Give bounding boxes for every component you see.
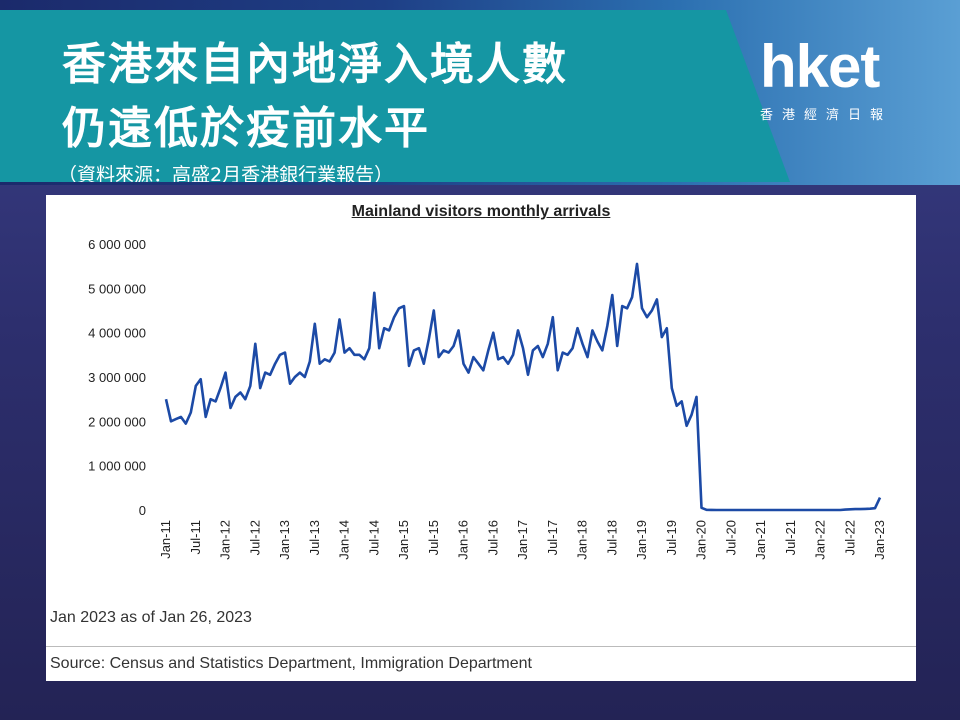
hket-logo: hket 香港經濟日報 [760, 32, 930, 128]
x-tick-label: Jan-11 [158, 520, 173, 559]
x-tick-label: Jan-12 [218, 520, 233, 560]
x-tick-label: Jan-15 [396, 520, 411, 560]
x-tick-label: Jul-19 [664, 520, 679, 555]
chart-title: Mainland visitors monthly arrivals [351, 203, 611, 220]
source-note: Source: Census and Statistics Department… [50, 655, 532, 672]
divider [46, 646, 916, 647]
y-tick-label: 5 000 000 [88, 281, 146, 296]
x-tick-label: Jan-16 [456, 520, 471, 560]
x-tick-label: Jul-11 [188, 520, 203, 554]
chart-card: 0 1 000 000 2 000 000 3 000 000 4 000 000 5 0… [46, 195, 916, 681]
headline-line-1: 香港來自內地淨入境人數 [62, 39, 568, 90]
x-tick-label: Jan-23 [872, 520, 887, 560]
y-tick-label: 1 000 000 [88, 459, 146, 474]
x-tick-label: Jul-22 [842, 520, 857, 555]
y-tick-label: 3 000 000 [88, 370, 146, 385]
x-tick-label: Jan-14 [337, 520, 352, 560]
logo-wordmark: hket [760, 33, 880, 100]
x-tick-label: Jul-18 [604, 520, 619, 555]
x-tick-label: Jan-13 [277, 520, 292, 560]
x-tick-label: Jul-21 [783, 520, 798, 555]
logo-subtitle: 香港經濟日報 [760, 108, 893, 123]
x-tick-label: Jul-17 [545, 520, 560, 555]
line-chart: 0 1 000 000 2 000 000 3 000 000 4 000 000 5 0… [88, 237, 887, 560]
data-as-of-note: Jan 2023 as of Jan 26, 2023 [50, 609, 252, 626]
x-tick-label: Jul-15 [426, 520, 441, 555]
x-tick-label: Jul-12 [247, 520, 262, 555]
x-tick-label: Jan-21 [753, 520, 768, 560]
x-tick-label: Jan-17 [515, 520, 530, 560]
headline-line-2: 仍遠低於疫前水平 [62, 103, 430, 154]
x-tick-label: Jan-19 [634, 520, 649, 560]
x-tick-label: Jul-14 [366, 520, 381, 555]
y-tick-label: 0 [139, 503, 146, 518]
series-line [164, 262, 882, 512]
y-tick-label: 6 000 000 [88, 237, 146, 252]
x-tick-label: Jul-16 [485, 520, 500, 555]
x-tick-label: Jan-18 [575, 520, 590, 560]
y-tick-label: 4 000 000 [88, 326, 146, 341]
headline-source: （資料來源：高盛2月香港銀行業報告） [58, 164, 394, 186]
x-tick-label: Jan-20 [694, 520, 709, 560]
y-tick-label: 2 000 000 [88, 414, 146, 429]
x-tick-label: Jul-13 [307, 520, 322, 555]
x-tick-label: Jan-22 [813, 520, 828, 560]
x-tick-label: Jul-20 [723, 520, 738, 555]
title-banner: 香港來自內地淨入境人數 仍遠低於疫前水平 （資料來源：高盛2月香港銀行業報告） [0, 10, 790, 182]
